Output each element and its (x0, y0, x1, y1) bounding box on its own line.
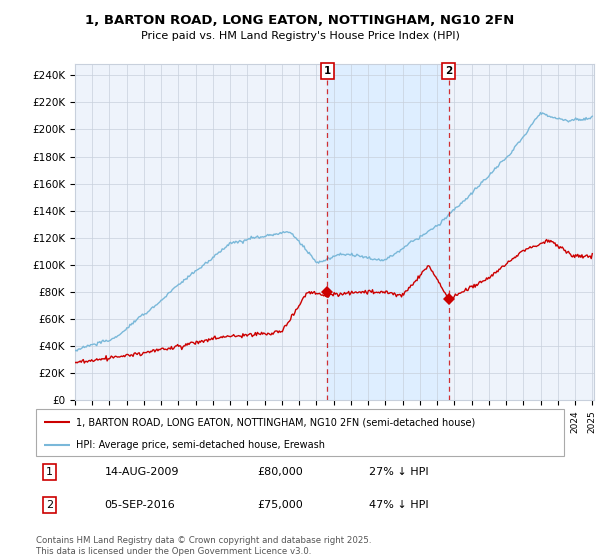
Text: 1, BARTON ROAD, LONG EATON, NOTTINGHAM, NG10 2FN: 1, BARTON ROAD, LONG EATON, NOTTINGHAM, … (85, 14, 515, 27)
Text: £75,000: £75,000 (258, 500, 304, 510)
Text: 1, BARTON ROAD, LONG EATON, NOTTINGHAM, NG10 2FN (semi-detached house): 1, BARTON ROAD, LONG EATON, NOTTINGHAM, … (76, 417, 475, 427)
FancyBboxPatch shape (36, 409, 564, 456)
Text: 2: 2 (445, 66, 452, 76)
Text: 14-AUG-2009: 14-AUG-2009 (104, 467, 179, 477)
Text: £80,000: £80,000 (258, 467, 304, 477)
Text: Price paid vs. HM Land Registry's House Price Index (HPI): Price paid vs. HM Land Registry's House … (140, 31, 460, 41)
Text: Contains HM Land Registry data © Crown copyright and database right 2025.
This d: Contains HM Land Registry data © Crown c… (36, 536, 371, 556)
Text: 27% ↓ HPI: 27% ↓ HPI (368, 467, 428, 477)
Text: 47% ↓ HPI: 47% ↓ HPI (368, 500, 428, 510)
Text: 1: 1 (46, 467, 53, 477)
Text: 2: 2 (46, 500, 53, 510)
Text: HPI: Average price, semi-detached house, Erewash: HPI: Average price, semi-detached house,… (76, 440, 325, 450)
Bar (327, 64, 449, 400)
Text: 1: 1 (323, 66, 331, 76)
Text: 05-SEP-2016: 05-SEP-2016 (104, 500, 175, 510)
